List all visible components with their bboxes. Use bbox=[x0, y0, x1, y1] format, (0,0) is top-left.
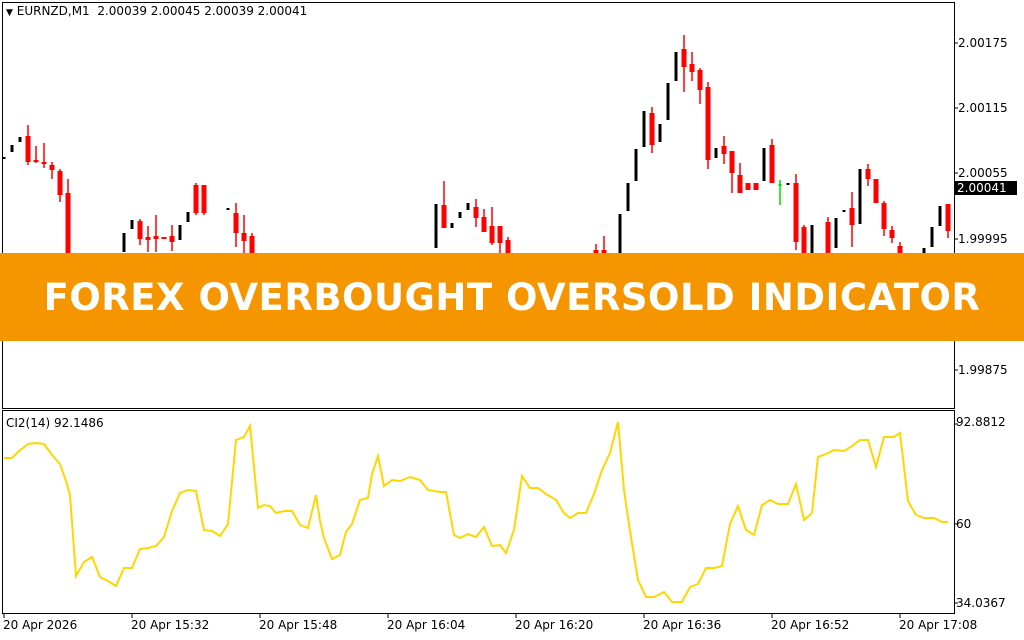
symbol-timeframe: EURNZD,M1 bbox=[16, 4, 90, 18]
time-label-6: 20 Apr 16:36 bbox=[643, 618, 722, 632]
dropdown-triangle-icon[interactable]: ▼ bbox=[6, 8, 13, 18]
time-label-1: 20 Apr 2026 bbox=[3, 618, 78, 632]
price-label-4: 1.99995 bbox=[958, 232, 1008, 246]
time-label-2: 20 Apr 15:32 bbox=[131, 618, 210, 632]
time-label-4: 20 Apr 16:04 bbox=[387, 618, 466, 632]
banner-title: FOREX OVERBOUGHT OVERSOLD INDICATOR bbox=[43, 275, 981, 319]
ohlc-values: 2.00039 2.00045 2.00039 2.00041 bbox=[97, 4, 308, 18]
current-price-tag: 2.00041 bbox=[955, 181, 1017, 195]
price-label-1: 2.00175 bbox=[958, 36, 1008, 50]
time-label-3: 20 Apr 15:48 bbox=[259, 618, 338, 632]
price-label-3: 2.00055 bbox=[958, 166, 1008, 180]
indicator-label-mid: 60 bbox=[956, 517, 972, 531]
time-label-8: 20 Apr 17:08 bbox=[899, 618, 978, 632]
title-banner: FOREX OVERBOUGHT OVERSOLD INDICATOR bbox=[0, 253, 1024, 341]
indicator-pane[interactable] bbox=[2, 410, 955, 614]
candlesticks bbox=[2, 35, 951, 260]
time-label-5: 20 Apr 16:20 bbox=[515, 618, 594, 632]
indicator-label-max: 92.8812 bbox=[956, 415, 1006, 429]
indicator-label: CI2(14) 92.1486 bbox=[6, 416, 104, 430]
indicator-label-min: 34.0367 bbox=[956, 596, 1006, 610]
price-label-5: 1.99875 bbox=[958, 363, 1008, 377]
indicator-line bbox=[4, 421, 948, 603]
price-label-2: 2.00115 bbox=[958, 101, 1008, 115]
time-label-7: 20 Apr 16:52 bbox=[771, 618, 850, 632]
chart-header: ▼ EURNZD,M1 2.00039 2.00045 2.00039 2.00… bbox=[6, 4, 307, 18]
